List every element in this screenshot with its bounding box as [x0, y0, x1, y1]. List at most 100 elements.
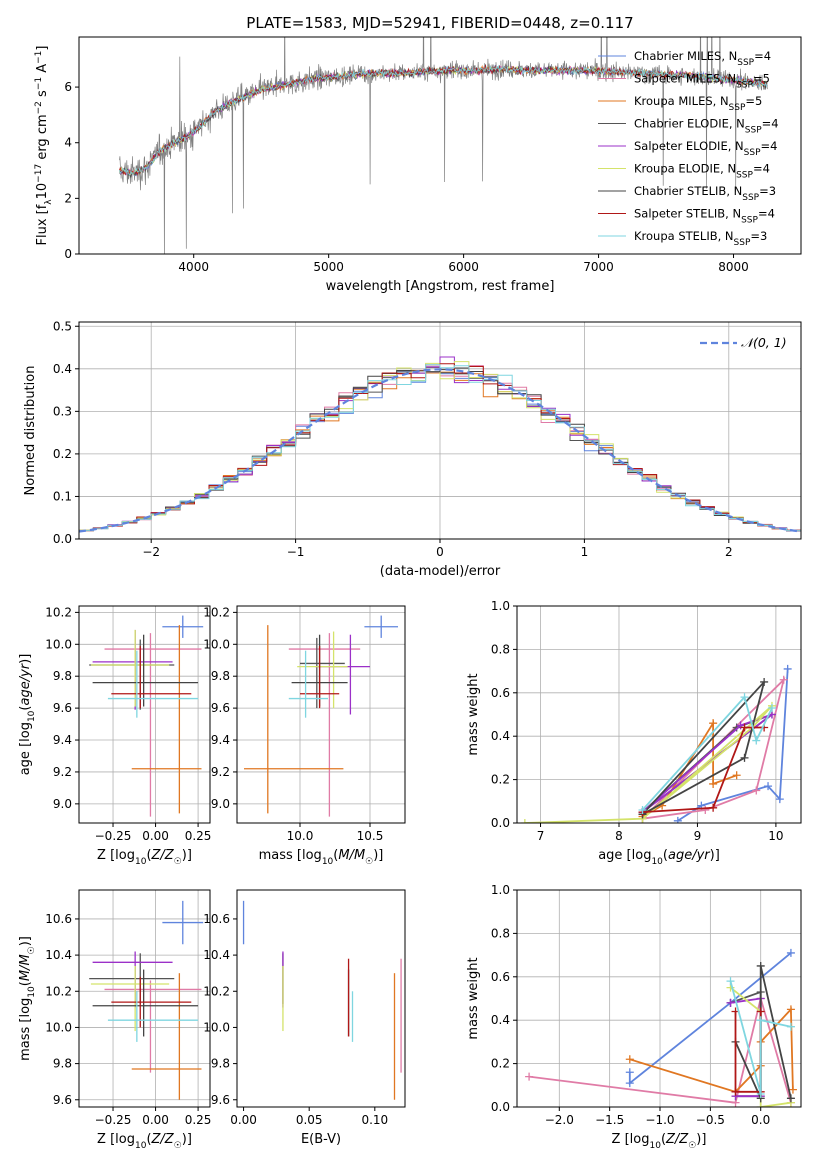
label-part: Z/Z [665, 1132, 689, 1147]
y-tick-label: 10.0 [45, 1020, 72, 1034]
y-tick-label: 0.4 [53, 362, 72, 376]
weight-path [729, 980, 792, 1095]
x-tick-label: 10.5 [357, 829, 384, 843]
label-part: E(B-V) [301, 1132, 341, 1147]
errorbar-salpeter-elodie [315, 634, 370, 715]
x-tick-label: 10 [768, 829, 783, 843]
label-part: ( [18, 981, 33, 986]
panel-mass-vs-Z: −0.25 0.00 0.25 9.6 9.8 10.0 10.2 10.4 10.6 Z [lo… [18, 889, 212, 1151]
axes-frame [78, 321, 802, 540]
errorbar-salpeter-stelib [111, 976, 192, 1028]
label-part: =5 [745, 94, 762, 108]
panel-age-vs-mass: 10.0 10.5 9.0 9.2 9.4 9.6 9.8 10.0 10.2 mass [log… [203, 605, 406, 867]
x-tick-label: −0.5 [696, 1113, 725, 1127]
y-tick-label: 9.8 [211, 669, 230, 683]
label-part: Z [log [97, 1132, 135, 1147]
weight-line-kroupa-stelib [638, 693, 776, 814]
axes-frame [516, 605, 802, 824]
panel-age-vs-Z: −0.25 0.00 0.25 9.0 9.2 9.4 9.6 9.8 10.0 10.2 Z [l… [18, 605, 211, 867]
x-tick-label: 1 [581, 545, 589, 559]
weight-line-chabrier-miles [673, 664, 792, 823]
x-tick-label: 0.25 [185, 1113, 212, 1127]
x-tick-label: −1.5 [595, 1113, 624, 1127]
y-tick-label: 0.6 [491, 686, 510, 700]
x-axis-label: age [log10(age/yr)] [598, 848, 720, 867]
figure-title: PLATE=1583, MJD=52941, FIBERID=0448, z=0… [246, 14, 633, 32]
y-tick-label: 0.8 [491, 926, 510, 940]
weight-marker [756, 961, 765, 970]
plot-layer: 4000 5000 6000 7000 8000 0 2 4 6 wavelength [Angs… [18, 36, 802, 1151]
y-tick-label: 2 [64, 191, 72, 205]
plot-area-weight-vs-Z [517, 890, 801, 1107]
label-part: SSP [745, 126, 762, 136]
y-tick-label: 0.2 [491, 773, 510, 787]
axes-frame [236, 605, 406, 824]
label-part: =4 [762, 117, 779, 131]
weight-marker [760, 677, 769, 686]
weight-marker [732, 771, 741, 780]
y-tick-label: 1.0 [491, 883, 510, 897]
errorbar-salpeter-miles [288, 633, 361, 817]
errorbar-salpeter-miles [104, 980, 202, 1073]
label-part: 10 [322, 857, 334, 867]
panel-mass-vs-EBV: 0.00 0.05 0.10 9.6 9.8 10.0 10.2 10.4 10.6 E(B-V) [203, 889, 406, 1147]
errorbar-kroupa-miles [244, 625, 344, 814]
label-part: =4 [753, 162, 770, 176]
weight-marker [752, 786, 761, 795]
errorbar-chabrier-stelib [92, 634, 199, 707]
axes-frame [78, 889, 211, 1108]
label-part: −2 [34, 101, 44, 114]
weight-marker [756, 1007, 765, 1016]
label-part: ( [333, 848, 338, 863]
weight-marker [625, 1068, 634, 1077]
errorbar-kroupa-elodie [297, 631, 348, 709]
errorbar-salpeter-miles [104, 633, 202, 817]
y-tick-label: 9.8 [211, 1057, 230, 1071]
x-tick-label: 8000 [718, 260, 749, 274]
weight-marker [731, 1087, 740, 1096]
weight-marker [701, 805, 710, 814]
panel-residuals: −2 −1 0 1 2 0.0 0.1 0.2 0.3 0.4 0.5 (data-model)/er… [23, 319, 802, 579]
y-axis-label: mass weight [466, 957, 481, 1039]
y-tick-label: 0.4 [491, 1013, 510, 1027]
weight-marker [709, 803, 718, 812]
axes-frame [236, 889, 406, 1108]
weight-path [528, 994, 792, 1104]
plot-area-mass-vs-EBV [242, 900, 402, 1100]
errorbar-chabrier-miles [162, 900, 204, 945]
weight-path [524, 705, 773, 823]
x-axis-label: Z [log10(Z/Z☉)] [97, 1132, 192, 1151]
y-tick-label: 10.2 [45, 984, 72, 998]
y-tick-label: 9.2 [211, 765, 230, 779]
x-tick-label: −1.0 [645, 1113, 674, 1127]
legend-entry: Salpeter MILES, NSSP=5 [634, 72, 770, 91]
errorbar-salpeter-stelib [300, 645, 340, 709]
label-part: )] [696, 1132, 706, 1147]
label-part: λ [44, 199, 54, 205]
x-tick-label: 10.0 [287, 829, 314, 843]
label-part: 10 [27, 986, 37, 998]
weight-marker [740, 723, 749, 732]
plot-area-spectrum [119, 37, 768, 254]
y-tick-label: 0.8 [491, 642, 510, 656]
x-tick-label: 0.0 [751, 1113, 770, 1127]
x-tick-label: 2 [725, 545, 733, 559]
errorbar-kroupa-elodie [90, 629, 170, 707]
y-tick-label: 9.6 [53, 1093, 72, 1107]
label-part: SSP [737, 58, 754, 68]
y-tick-label: 9.6 [211, 701, 230, 715]
errorbar-kroupa-stelib [107, 650, 199, 718]
label-part: =3 [759, 184, 776, 198]
x-tick-label: −2 [142, 545, 160, 559]
y-tick-label: 10.4 [45, 948, 72, 962]
label-part: A [35, 64, 50, 77]
x-tick-label: 8 [615, 829, 623, 843]
label-part: erg cm [35, 114, 50, 163]
plot-area-residuals [79, 322, 801, 539]
legend-entry: 𝒩(0, 1) [741, 335, 787, 350]
label-part: )] [182, 848, 192, 863]
label-part: mass weight [466, 957, 481, 1039]
label-part: =3 [750, 229, 767, 243]
legend-entry: Chabrier ELODIE, NSSP=4 [634, 117, 779, 136]
label-part: SSP [736, 171, 753, 181]
